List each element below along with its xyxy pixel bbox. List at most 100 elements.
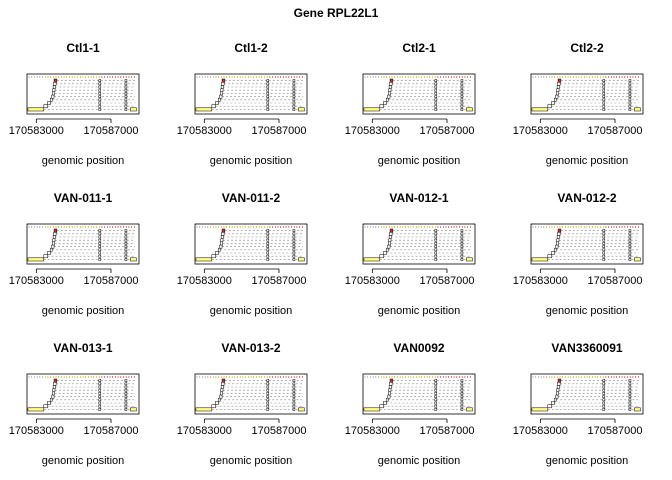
exon-mark: [292, 388, 296, 392]
exon-mark: [434, 385, 438, 389]
exon-mark: [434, 408, 438, 411]
exon-mark: [602, 88, 606, 92]
coverage-bar: [219, 244, 223, 249]
exon-mark: [124, 108, 128, 111]
panel-title: VAN-012-2: [557, 191, 616, 205]
exon-mark: [124, 388, 128, 392]
exon-mark: [602, 385, 606, 389]
exon-mark: [628, 408, 632, 411]
exon-mark: [602, 251, 606, 255]
exon-mark: [628, 104, 632, 108]
panel: VAN-012-1 170583000 170587000 genomic posit…: [345, 191, 476, 317]
exon-mark: [460, 408, 464, 411]
exon-mark: [602, 98, 606, 102]
exon-mark: [628, 388, 632, 392]
x-tick-label: 170583000: [345, 125, 400, 137]
exon-mark: [266, 98, 270, 102]
exon-mark: [266, 382, 270, 386]
panel-title: Ctl1-1: [66, 41, 100, 55]
exon-mark: [292, 229, 296, 232]
exon-mark: [628, 258, 632, 261]
exon-mark: [434, 85, 438, 89]
coverage-bar: [53, 81, 57, 86]
exon-mark: [460, 398, 464, 402]
coverage-bar: [215, 251, 219, 255]
exon-mark: [292, 82, 296, 86]
exon-mark: [266, 385, 270, 389]
exon-mark: [266, 88, 270, 92]
coverage-bar: [531, 407, 549, 412]
exon-mark: [460, 85, 464, 89]
exon-mark: [266, 395, 270, 398]
coverage-bar: [218, 397, 221, 402]
exon-mark: [124, 395, 128, 398]
exon-mark: [98, 98, 102, 102]
exon-mark: [628, 401, 632, 405]
x-tick-label: 170587000: [587, 425, 642, 437]
coverage-bar: [556, 91, 559, 96]
exon-mark: [460, 101, 464, 105]
exon-mark: [634, 407, 641, 412]
coverage-bar: [52, 91, 55, 96]
exon-mark: [460, 104, 464, 108]
exon-mark: [460, 245, 464, 248]
figure-title: Gene RPL22L1: [293, 6, 379, 20]
coverage-bar: [47, 251, 51, 255]
coverage-bar: [219, 94, 223, 99]
exon-mark: [434, 248, 438, 252]
exon-mark: [124, 95, 128, 98]
exon-mark: [124, 79, 128, 82]
panel: Ctl2-2 170583000 170587000 genomic position: [513, 41, 644, 167]
coverage-bar: [557, 228, 562, 233]
exon-mark: [98, 379, 102, 382]
exon-mark: [628, 235, 632, 239]
exon-mark: [434, 245, 438, 248]
exon-mark: [460, 79, 464, 82]
x-tick-label: 170583000: [9, 125, 64, 137]
coverage-bar: [363, 407, 381, 412]
exon-mark: [292, 245, 296, 248]
coverage-bar: [556, 391, 559, 396]
coverage-bar: [363, 257, 381, 262]
exon-mark: [266, 245, 270, 248]
coverage-bar: [388, 85, 392, 89]
coverage-bar: [388, 91, 391, 96]
exon-mark: [628, 108, 632, 111]
exon-mark: [266, 238, 270, 242]
exon-mark: [124, 88, 128, 92]
panel: VAN-012-2 170583000 170587000 genomic posit…: [513, 191, 644, 317]
coverage-bar: [389, 81, 393, 86]
exon-mark: [124, 254, 128, 258]
exon-mark: [466, 257, 473, 262]
exon-mark: [98, 229, 102, 232]
exon-mark: [98, 92, 102, 95]
exon-mark: [298, 107, 305, 112]
coverage-bar: [220, 388, 224, 393]
plot-frame: [26, 223, 140, 265]
exon-mark: [460, 88, 464, 92]
exon-mark: [628, 92, 632, 95]
exon-mark: [434, 79, 438, 82]
x-tick-label: 170587000: [251, 425, 306, 437]
coverage-bar: [211, 104, 216, 109]
exon-mark: [602, 379, 606, 382]
exon-mark: [460, 388, 464, 392]
exon-mark: [434, 251, 438, 255]
exon-mark: [628, 95, 632, 98]
exon-mark: [602, 248, 606, 252]
coverage-bar: [220, 241, 223, 246]
exon-mark: [98, 235, 102, 239]
x-tick-label: 170583000: [9, 425, 64, 437]
plot-frame: [26, 73, 140, 115]
coverage-bar: [379, 254, 384, 259]
exon-mark: [628, 392, 632, 395]
coverage-bar: [388, 241, 391, 246]
coverage-bar: [221, 78, 226, 83]
exon-mark: [98, 388, 102, 392]
exon-mark: [124, 242, 128, 245]
exon-mark: [124, 101, 128, 105]
exon-mark: [602, 101, 606, 105]
exon-mark: [434, 82, 438, 86]
exon-mark: [628, 404, 632, 408]
exon-mark: [460, 258, 464, 261]
